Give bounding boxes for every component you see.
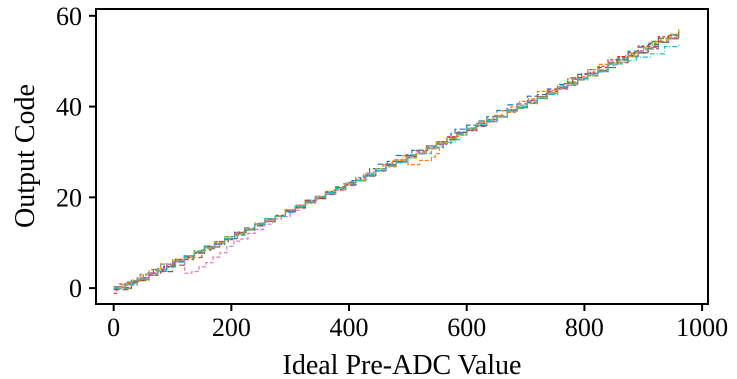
y-axis-label: Output Code <box>10 84 41 228</box>
x-tick-label: 0 <box>107 313 120 342</box>
x-tick-label: 1000 <box>676 313 728 342</box>
y-tick-label: 40 <box>56 93 82 122</box>
x-axis-label: Ideal Pre-ADC Value <box>283 350 522 379</box>
y-axis: 0 20 40 60 <box>56 2 96 303</box>
y-tick-label: 20 <box>56 183 82 212</box>
x-tick-label: 400 <box>330 313 369 342</box>
plot-frame <box>95 8 709 305</box>
series-line-9 <box>113 29 680 289</box>
series-line-1 <box>113 29 680 288</box>
plot-series <box>113 29 680 294</box>
x-tick-label: 600 <box>447 313 486 342</box>
x-tick-label: 200 <box>212 313 251 342</box>
series-line-10 <box>113 43 680 289</box>
x-axis: 0 200 400 600 800 1000 <box>107 304 728 342</box>
y-tick-label: 60 <box>56 2 82 31</box>
y-tick-label: 0 <box>69 274 82 303</box>
x-tick-label: 800 <box>565 313 604 342</box>
